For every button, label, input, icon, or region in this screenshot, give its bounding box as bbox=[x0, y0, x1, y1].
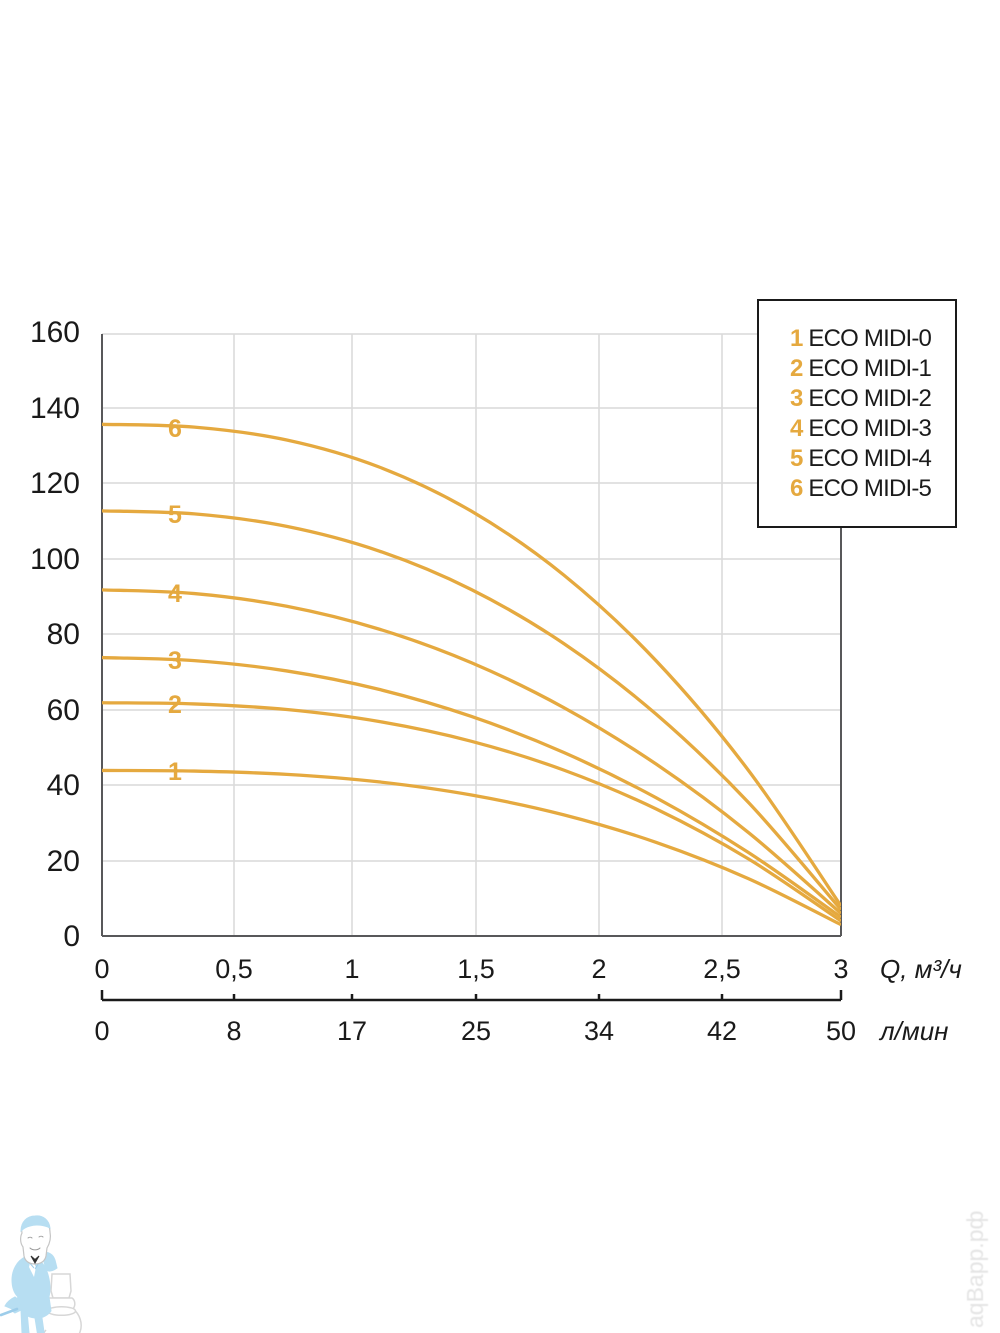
svg-text:5: 5 bbox=[168, 501, 182, 529]
svg-text:3 ECO MIDI-2: 3 ECO MIDI-2 bbox=[790, 385, 932, 412]
svg-text:140: 140 bbox=[30, 392, 80, 425]
svg-text:л/мин: л/мин bbox=[878, 1016, 948, 1046]
svg-text:4: 4 bbox=[168, 580, 182, 608]
svg-text:3: 3 bbox=[833, 954, 848, 984]
svg-text:34: 34 bbox=[584, 1016, 614, 1046]
svg-text:2 ECO MIDI-1: 2 ECO MIDI-1 bbox=[790, 355, 932, 382]
svg-text:0: 0 bbox=[94, 1016, 109, 1046]
svg-text:42: 42 bbox=[707, 1016, 737, 1046]
svg-text:17: 17 bbox=[337, 1016, 367, 1046]
svg-text:120: 120 bbox=[30, 467, 80, 500]
svg-text:80: 80 bbox=[47, 618, 80, 651]
svg-text:Q, м³/ч: Q, м³/ч bbox=[880, 954, 962, 984]
svg-text:160: 160 bbox=[30, 316, 80, 349]
svg-text:20: 20 bbox=[47, 845, 80, 878]
svg-text:2: 2 bbox=[591, 954, 606, 984]
svg-text:2: 2 bbox=[168, 691, 182, 719]
svg-text:6: 6 bbox=[168, 415, 182, 443]
svg-text:60: 60 bbox=[47, 694, 80, 727]
svg-text:3: 3 bbox=[168, 647, 182, 675]
svg-text:1: 1 bbox=[168, 758, 182, 786]
svg-text:100: 100 bbox=[30, 543, 80, 576]
svg-text:2,5: 2,5 bbox=[703, 954, 741, 984]
svg-text:1 ECO MIDI-0: 1 ECO MIDI-0 bbox=[790, 325, 932, 352]
svg-text:0,5: 0,5 bbox=[215, 954, 253, 984]
svg-text:40: 40 bbox=[47, 769, 80, 802]
svg-text:4 ECO MIDI-3: 4 ECO MIDI-3 bbox=[790, 415, 932, 442]
svg-text:5 ECO MIDI-4: 5 ECO MIDI-4 bbox=[790, 445, 932, 472]
svg-text:1: 1 bbox=[344, 954, 359, 984]
svg-text:1,5: 1,5 bbox=[457, 954, 495, 984]
svg-text:aqBapp.pф: aqBapp.pф bbox=[962, 1211, 988, 1328]
svg-text:6 ECO MIDI-5: 6 ECO MIDI-5 bbox=[790, 475, 932, 502]
svg-text:25: 25 bbox=[461, 1016, 491, 1046]
svg-text:8: 8 bbox=[226, 1016, 241, 1046]
svg-text:0: 0 bbox=[94, 954, 109, 984]
svg-text:50: 50 bbox=[826, 1016, 856, 1046]
svg-text:0: 0 bbox=[63, 920, 80, 953]
